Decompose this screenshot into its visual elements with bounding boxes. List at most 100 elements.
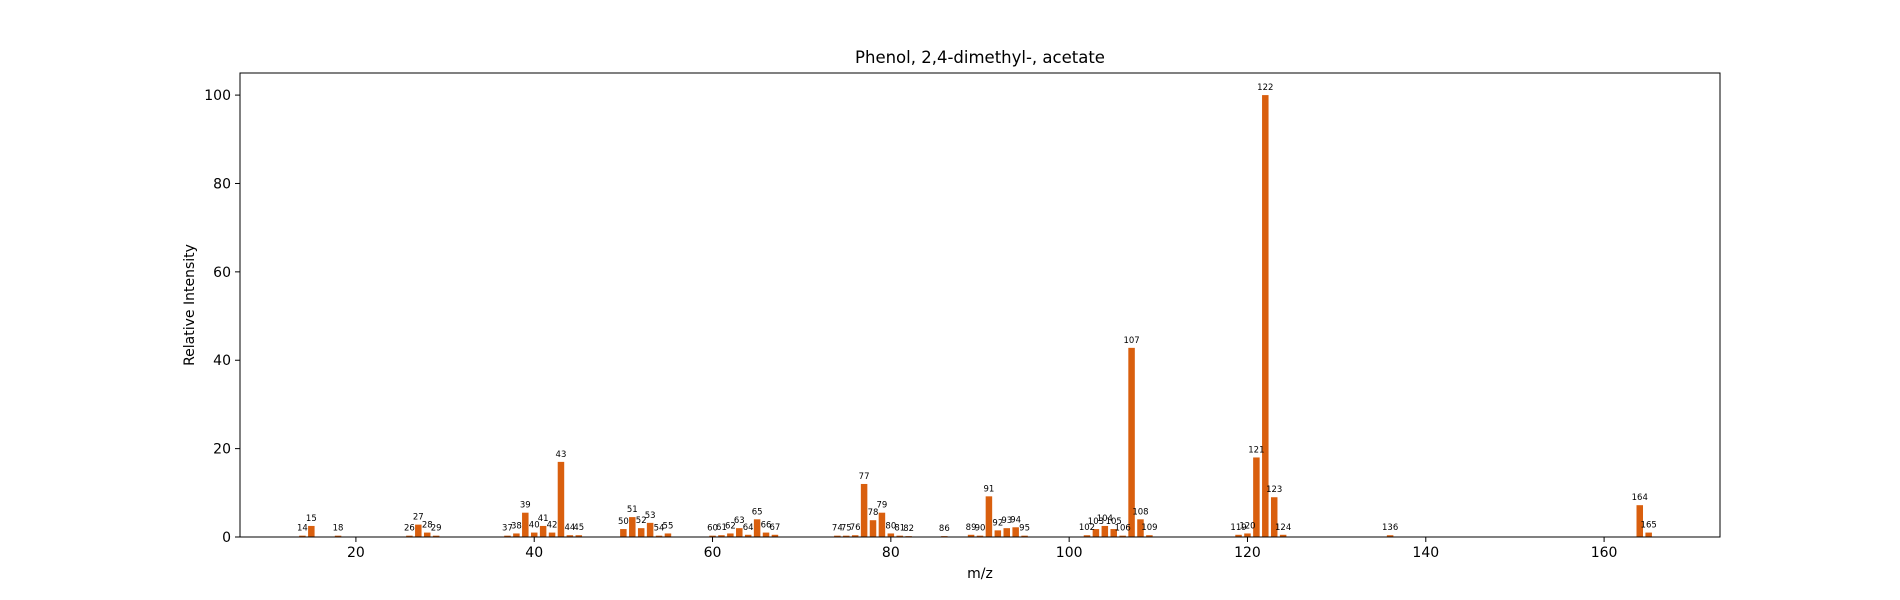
peak-bar-81 xyxy=(896,535,904,537)
x-tick-label-80: 80 xyxy=(882,545,900,561)
peak-label-41: 41 xyxy=(538,514,549,524)
y-tick-label-60: 60 xyxy=(213,265,231,281)
peak-label-66: 66 xyxy=(761,521,772,531)
peak-bar-76 xyxy=(851,535,859,537)
peak-bar-123 xyxy=(1270,497,1278,537)
peak-label-122: 122 xyxy=(1257,83,1273,93)
peak-label-15: 15 xyxy=(306,514,317,524)
peak-label-94: 94 xyxy=(1010,515,1021,525)
peak-bar-121 xyxy=(1253,457,1260,537)
peak-label-121: 121 xyxy=(1248,445,1264,455)
peak-label-74: 74 xyxy=(832,524,843,534)
peak-bar-28 xyxy=(423,532,431,537)
peak-label-109: 109 xyxy=(1141,523,1157,533)
peak-label-92: 92 xyxy=(992,518,1003,528)
peak-bar-60 xyxy=(709,535,716,537)
x-tick-label-40: 40 xyxy=(525,545,543,561)
peak-bar-107 xyxy=(1128,347,1135,537)
peak-label-42: 42 xyxy=(547,521,558,531)
peak-bar-37 xyxy=(504,535,511,537)
peak-label-90: 90 xyxy=(975,524,986,534)
peak-bar-55 xyxy=(664,533,672,537)
peak-label-86: 86 xyxy=(939,524,950,534)
x-tick-label-160: 160 xyxy=(1591,545,1618,561)
peak-bar-78 xyxy=(869,520,877,537)
peak-label-102: 102 xyxy=(1079,523,1095,533)
peak-bar-104 xyxy=(1101,525,1109,537)
peak-label-75: 75 xyxy=(841,524,852,534)
peak-bar-136 xyxy=(1386,535,1394,537)
peak-label-80: 80 xyxy=(885,521,896,531)
peak-label-38: 38 xyxy=(511,521,522,531)
peak-bar-18 xyxy=(334,535,342,537)
peak-bar-95 xyxy=(1021,535,1028,537)
peak-bar-67 xyxy=(771,534,779,537)
peak-label-136: 136 xyxy=(1382,523,1398,533)
peak-label-89: 89 xyxy=(966,523,977,533)
peak-label-26: 26 xyxy=(404,524,415,534)
peak-bar-50 xyxy=(620,529,627,537)
peak-bar-63 xyxy=(736,528,743,537)
peak-label-65: 65 xyxy=(752,507,763,517)
peak-label-123: 123 xyxy=(1266,485,1282,495)
peak-label-103: 103 xyxy=(1088,517,1104,527)
peak-label-37: 37 xyxy=(502,524,513,534)
peak-label-124: 124 xyxy=(1275,523,1291,533)
peak-bar-26 xyxy=(406,535,413,537)
x-tick-label-20: 20 xyxy=(347,545,365,561)
peak-label-55: 55 xyxy=(663,521,674,531)
y-axis-title: Relative Intensity xyxy=(182,244,198,366)
peak-bar-66 xyxy=(762,532,770,537)
peak-label-93: 93 xyxy=(1001,516,1012,526)
peak-label-61: 61 xyxy=(716,523,727,533)
y-axis: 0 20 40 60 80 100 xyxy=(204,88,240,546)
peak-bar-90 xyxy=(976,535,984,537)
peak-label-77: 77 xyxy=(859,472,870,482)
peak-bar-164 xyxy=(1636,505,1644,537)
peak-bar-41 xyxy=(539,525,547,537)
peak-bar-108 xyxy=(1137,519,1144,537)
peak-bar-54 xyxy=(655,535,663,537)
peak-label-54: 54 xyxy=(654,524,665,534)
peak-label-43: 43 xyxy=(556,450,567,460)
peak-bar-79 xyxy=(878,512,886,537)
peak-bar-42 xyxy=(548,532,556,537)
x-tick-label-100: 100 xyxy=(1056,545,1083,561)
peak-bar-92 xyxy=(994,530,1002,537)
peak-label-78: 78 xyxy=(868,508,879,518)
peak-label-14: 14 xyxy=(297,524,308,534)
peak-bar-120 xyxy=(1244,533,1251,537)
chart-title: Phenol, 2,4-dimethyl-, acetate xyxy=(855,48,1105,67)
peak-label-106: 106 xyxy=(1115,524,1131,534)
peak-bar-91 xyxy=(985,496,993,537)
peak-bar-44 xyxy=(566,535,574,537)
peak-bar-106 xyxy=(1119,535,1126,537)
peak-label-95: 95 xyxy=(1019,524,1030,534)
peak-bar-80 xyxy=(887,533,895,537)
peak-bar-105 xyxy=(1110,529,1117,537)
peak-bar-39 xyxy=(522,512,529,537)
y-tick-label-40: 40 xyxy=(213,353,231,369)
peak-label-108: 108 xyxy=(1132,507,1148,517)
peak-label-67: 67 xyxy=(770,523,781,533)
plot-frame xyxy=(239,72,1721,538)
peak-label-60: 60 xyxy=(707,524,718,534)
peak-bar-122 xyxy=(1262,95,1269,537)
peak-bar-14 xyxy=(299,535,306,537)
peak-bar-61 xyxy=(718,535,725,537)
peak-bar-27 xyxy=(415,524,422,537)
peak-bar-53 xyxy=(646,522,654,537)
peak-bar-119 xyxy=(1235,534,1242,537)
peak-bar-43 xyxy=(557,461,565,537)
x-axis-title: m/z xyxy=(967,566,993,582)
y-tick-label-0: 0 xyxy=(222,530,231,546)
peak-label-62: 62 xyxy=(725,521,736,531)
peak-bar-40 xyxy=(530,532,538,537)
peak-bar-51 xyxy=(629,517,636,537)
peak-bar-65 xyxy=(753,519,761,537)
peak-label-104: 104 xyxy=(1097,514,1113,524)
y-tick-label-20: 20 xyxy=(213,442,231,458)
